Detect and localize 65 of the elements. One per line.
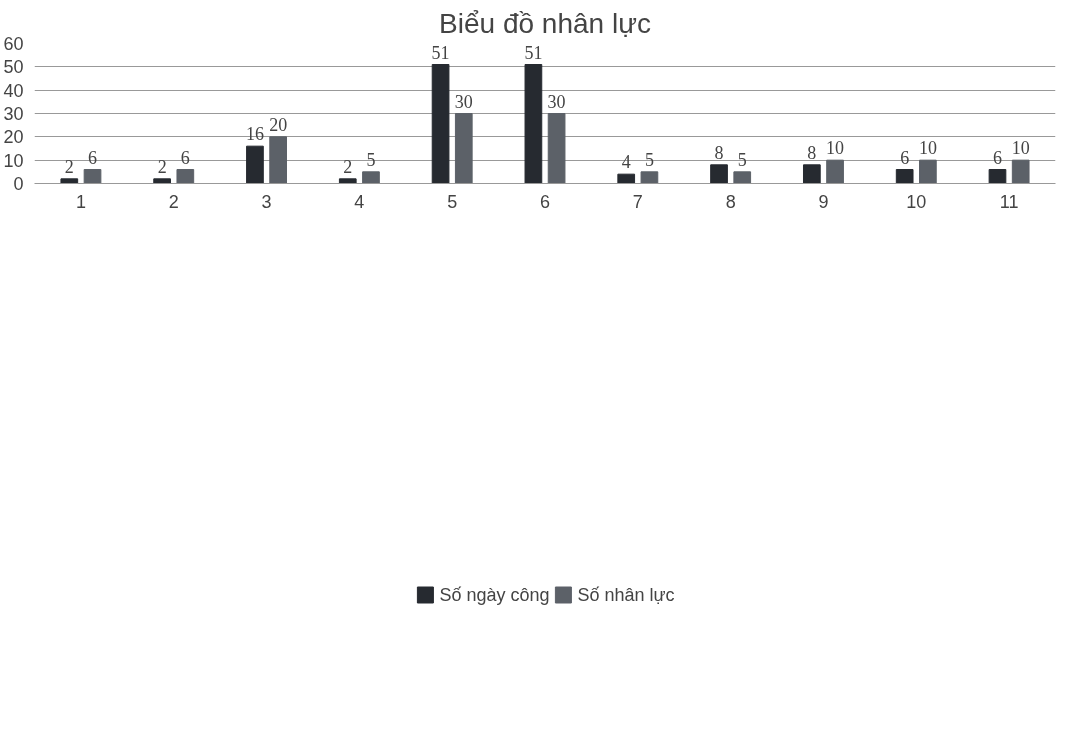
- x-tick-label: 7: [632, 191, 643, 212]
- bar: [338, 178, 357, 184]
- data-label: 10: [918, 138, 937, 159]
- data-label: 51: [524, 42, 543, 63]
- data-label: 6: [992, 147, 1002, 168]
- x-tick-label: 4: [354, 191, 365, 212]
- bar: [431, 64, 450, 184]
- bar: [733, 171, 752, 184]
- bar: [803, 164, 821, 184]
- x-tick-label: 3: [261, 191, 272, 212]
- y-tick-label: 0: [13, 174, 24, 194]
- chart-title: Biểu đồ nhân lực: [439, 7, 651, 39]
- bar: [826, 159, 844, 184]
- data-label: 10: [1011, 138, 1030, 159]
- data-label: 8: [807, 142, 817, 163]
- data-label: 2: [343, 156, 353, 177]
- data-label: 4: [621, 152, 631, 173]
- x-tick-label: 5: [447, 191, 458, 212]
- legend-label: Số nhân lực: [577, 584, 675, 606]
- data-label: 10: [826, 138, 845, 159]
- bar: [1011, 159, 1030, 184]
- legend-label: Số ngày công: [439, 584, 550, 606]
- data-label: 8: [714, 142, 724, 163]
- bar: [83, 169, 102, 184]
- data-label: 5: [366, 149, 376, 170]
- y-tick-label: 60: [3, 34, 24, 54]
- bar: [524, 64, 543, 184]
- data-label: 6: [900, 147, 910, 168]
- data-label: 51: [431, 42, 450, 63]
- bar: [246, 145, 264, 184]
- x-tick-label: 2: [168, 191, 179, 212]
- y-tick-label: 50: [3, 57, 24, 78]
- x-tick-label: 1: [75, 191, 86, 212]
- data-label: 5: [644, 149, 654, 170]
- bar: [269, 136, 287, 184]
- x-tick-label: 11: [999, 191, 1019, 212]
- x-tick-label: 8: [725, 191, 736, 212]
- bar: [362, 171, 380, 184]
- y-tick-label: 10: [3, 150, 24, 171]
- data-label: 2: [64, 156, 74, 177]
- bar: [176, 169, 195, 184]
- bar: [153, 178, 171, 184]
- data-label: 6: [88, 147, 98, 168]
- bar: [60, 178, 79, 184]
- x-tick-label: 9: [818, 191, 829, 212]
- y-tick-label: 30: [3, 104, 24, 124]
- data-label: 20: [269, 114, 288, 135]
- data-label: 2: [157, 156, 167, 177]
- bar: [640, 171, 659, 184]
- bar: [454, 113, 473, 184]
- bar: [988, 169, 1007, 184]
- bar: [895, 169, 914, 184]
- bar: [617, 173, 636, 184]
- y-tick-label: 20: [3, 127, 24, 148]
- data-label: 5: [737, 149, 747, 170]
- y-tick-label: 40: [3, 80, 24, 101]
- data-label: 30: [547, 91, 566, 112]
- bar: [919, 159, 937, 184]
- x-tick-label: 10: [906, 191, 927, 212]
- data-label: 30: [454, 91, 473, 112]
- bar: [710, 164, 728, 184]
- data-label: 16: [245, 124, 264, 145]
- x-tick-label: 6: [539, 191, 551, 212]
- data-label: 6: [180, 147, 190, 168]
- bar: [547, 113, 566, 184]
